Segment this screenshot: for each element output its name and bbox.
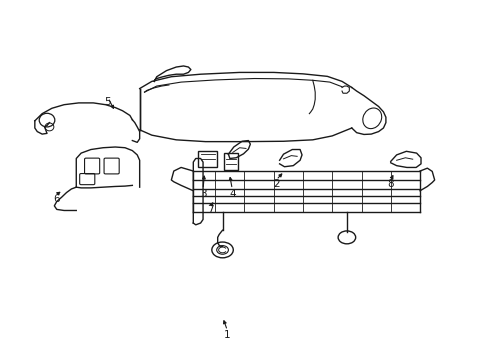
Text: 5: 5 <box>104 97 111 107</box>
Text: 2: 2 <box>272 179 279 189</box>
Text: 7: 7 <box>206 206 213 216</box>
Text: 3: 3 <box>199 189 206 199</box>
Text: 6: 6 <box>53 194 60 204</box>
Text: 4: 4 <box>228 189 235 199</box>
Text: 8: 8 <box>386 179 393 189</box>
Text: 1: 1 <box>224 330 230 340</box>
